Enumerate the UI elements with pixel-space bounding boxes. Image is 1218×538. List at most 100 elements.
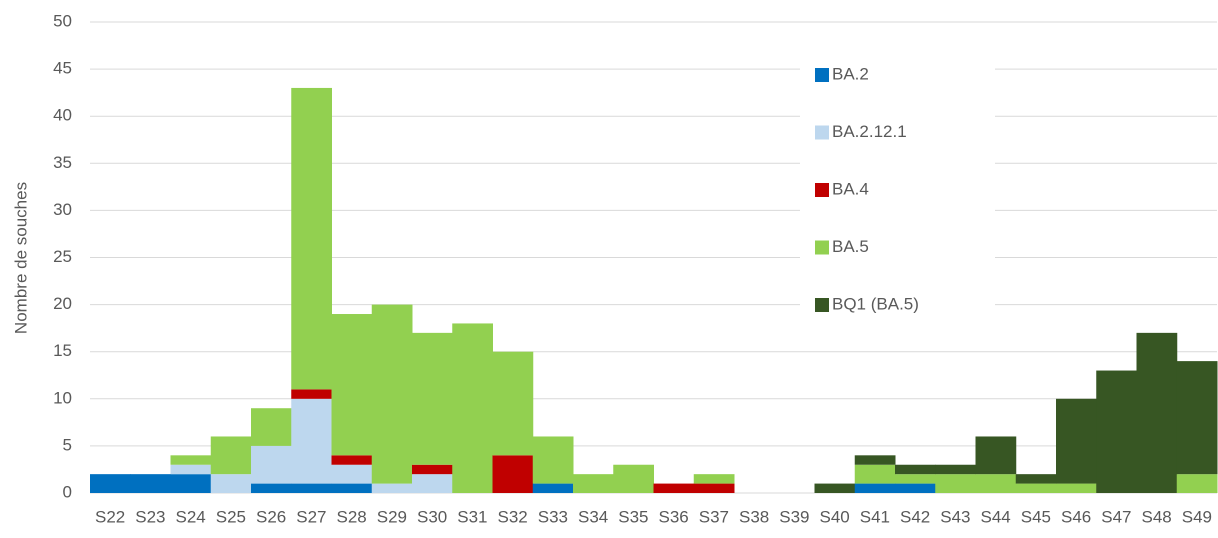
- bar-segment: [170, 455, 212, 465]
- x-tick-label: S42: [900, 507, 930, 526]
- x-tick-label: S23: [135, 507, 165, 526]
- bar-segment: [895, 483, 936, 493]
- bar-segment: [251, 445, 292, 484]
- x-tick-label: S31: [457, 507, 487, 526]
- bar-segment: [693, 474, 735, 484]
- legend-swatch: [815, 298, 829, 312]
- bar-segment: [1056, 483, 1097, 493]
- x-tick-label: S48: [1142, 507, 1172, 526]
- y-tick-label: 15: [53, 341, 72, 360]
- bar-segment: [371, 304, 413, 484]
- bar-segment: [251, 483, 292, 493]
- bar-segment: [854, 464, 896, 484]
- bar-segment: [291, 389, 332, 399]
- legend-label: BA.5: [832, 237, 869, 256]
- x-tick-label: S46: [1061, 507, 1091, 526]
- bar-segment: [573, 474, 614, 493]
- bar-segment: [693, 483, 735, 493]
- x-tick-label: S43: [940, 507, 970, 526]
- bar-segment: [613, 464, 654, 493]
- x-tick-label: S24: [176, 507, 206, 526]
- x-tick-label: S27: [296, 507, 326, 526]
- bar-segment: [412, 332, 453, 465]
- y-tick-label: 50: [53, 11, 72, 30]
- y-tick-label: 45: [53, 59, 72, 78]
- bar-segment: [935, 464, 976, 475]
- y-tick-label: 20: [53, 294, 72, 313]
- bar-segment: [331, 455, 373, 465]
- x-tick-label: S40: [820, 507, 850, 526]
- legend-swatch: [815, 125, 829, 140]
- bar-segment: [291, 398, 332, 484]
- x-tick-label: S34: [578, 507, 608, 526]
- bar-segment: [210, 474, 252, 493]
- y-tick-label: 0: [63, 482, 72, 501]
- bar-segment: [1056, 398, 1097, 484]
- legend-box: [800, 52, 995, 330]
- x-tick-label: S26: [256, 507, 286, 526]
- x-tick-label: S41: [860, 507, 890, 526]
- bar-segment: [532, 483, 574, 493]
- legend-swatch: [815, 240, 829, 255]
- y-axis-title: Nombre de souches: [11, 182, 30, 334]
- x-tick-label: S30: [417, 507, 447, 526]
- bar-segment: [854, 455, 896, 465]
- bar-segment: [895, 464, 936, 475]
- x-tick-label: S33: [538, 507, 568, 526]
- bar-segment: [210, 436, 252, 475]
- bar-segment: [653, 483, 695, 493]
- bar-segment: [1176, 361, 1218, 475]
- bar-segment: [251, 408, 292, 446]
- x-tick-label: S25: [216, 507, 246, 526]
- legend-label: BA.4: [832, 179, 869, 198]
- bar-segment: [1096, 370, 1137, 493]
- bar-segment: [1136, 332, 1178, 493]
- y-tick-label: 40: [53, 106, 72, 125]
- bar-segment: [331, 464, 373, 484]
- legend-label: BQ1 (BA.5): [832, 294, 919, 313]
- bar-segment: [532, 436, 574, 484]
- bar-segment: [331, 314, 373, 456]
- bar-segment: [412, 474, 453, 493]
- bar-segment: [814, 483, 856, 493]
- x-tick-label: S29: [377, 507, 407, 526]
- y-tick-label: 25: [53, 247, 72, 266]
- bar-segment: [492, 455, 534, 493]
- x-tick-label: S32: [498, 507, 528, 526]
- bar-segment: [975, 474, 1017, 493]
- bar-segment: [895, 474, 936, 484]
- bar-segment: [291, 87, 332, 390]
- x-tick-label: S35: [618, 507, 648, 526]
- bar-segment: [170, 474, 212, 493]
- x-tick-label: S49: [1182, 507, 1212, 526]
- bar-segment: [412, 464, 453, 475]
- bar-segment: [935, 474, 976, 493]
- x-tick-label: S45: [1021, 507, 1051, 526]
- x-tick-label: S37: [699, 507, 729, 526]
- y-tick-label: 5: [63, 435, 72, 454]
- bar-segment: [90, 474, 131, 493]
- legend-label: BA.2: [832, 64, 869, 83]
- bar-segment: [1015, 483, 1057, 493]
- legend-swatch: [815, 68, 829, 82]
- bar-segment: [492, 351, 534, 456]
- x-tick-label: S36: [659, 507, 689, 526]
- x-tick-label: S38: [739, 507, 769, 526]
- y-tick-label: 10: [53, 388, 72, 407]
- bar-segment: [291, 483, 332, 493]
- bar-segment: [371, 483, 413, 493]
- bar-segment: [1015, 474, 1057, 484]
- bar-segment: [170, 464, 212, 475]
- y-tick-label: 35: [53, 153, 72, 172]
- bar-segment: [452, 323, 493, 493]
- x-tick-label: S22: [95, 507, 125, 526]
- legend-swatch: [815, 183, 829, 197]
- legend-label: BA.2.12.1: [832, 122, 907, 141]
- bar-segment: [854, 483, 896, 493]
- bar-segment: [975, 436, 1017, 475]
- x-tick-label: S39: [779, 507, 809, 526]
- x-tick-label: S47: [1101, 507, 1131, 526]
- bar-segment: [1176, 474, 1218, 493]
- bar-segment: [130, 474, 171, 493]
